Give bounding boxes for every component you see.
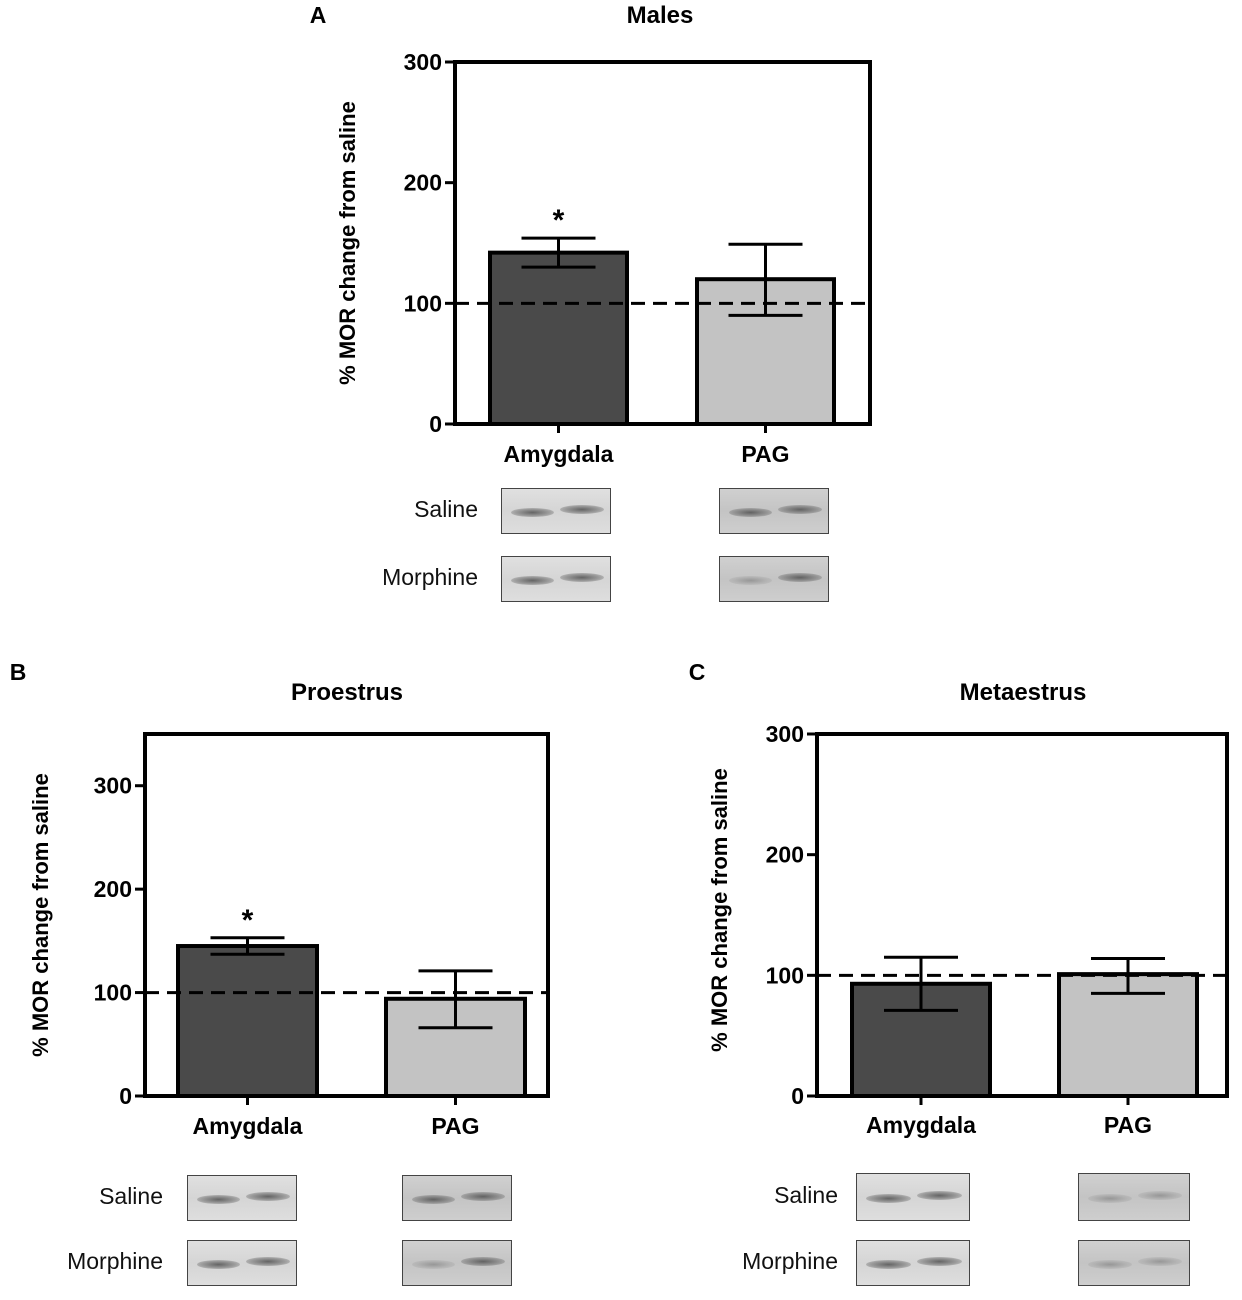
blot-band bbox=[411, 1260, 455, 1269]
y-axis-label: % MOR change from saline bbox=[335, 101, 360, 385]
panel-c: C Metaestrus % MOR change from saline 0 100 2… bbox=[689, 659, 1229, 1138]
blot-row-label: Morphine bbox=[67, 1248, 163, 1274]
blot-row-label: Saline bbox=[414, 496, 478, 522]
blot-band bbox=[196, 1195, 240, 1204]
blot-band bbox=[778, 573, 822, 582]
blot-band bbox=[196, 1260, 240, 1269]
significance-marker: * bbox=[242, 904, 254, 937]
blot-band bbox=[510, 576, 554, 585]
y-tick-label: 300 bbox=[94, 773, 132, 799]
panel-label: C bbox=[689, 659, 706, 685]
significance-marker: * bbox=[553, 204, 565, 237]
blot-band bbox=[865, 1260, 911, 1269]
blot-row-label: Saline bbox=[774, 1182, 838, 1208]
y-axis-label: % MOR change from saline bbox=[707, 768, 732, 1052]
y-tick-label: 100 bbox=[94, 980, 132, 1006]
blot-band bbox=[560, 573, 604, 582]
error-bar-amygdala bbox=[210, 936, 285, 956]
western-blot-amygdala-morphine bbox=[187, 1240, 297, 1286]
y-tick-label: 0 bbox=[429, 411, 442, 437]
blot-band bbox=[728, 576, 772, 585]
plot-frame bbox=[815, 732, 1229, 1098]
bar-amygdala bbox=[488, 250, 629, 426]
western-blot-pag-saline bbox=[719, 488, 829, 534]
blot-band bbox=[917, 1191, 963, 1200]
y-tick-label: 0 bbox=[791, 1083, 804, 1109]
bar-amygdala bbox=[176, 944, 319, 1098]
x-tick-label: Amygdala bbox=[866, 1112, 976, 1138]
y-tick-label: 100 bbox=[766, 962, 804, 988]
blot-row-label: Morphine bbox=[742, 1248, 838, 1274]
error-bar-amygdala bbox=[521, 236, 596, 269]
blot-band bbox=[1138, 1191, 1183, 1200]
blot-band bbox=[560, 505, 604, 514]
blot-band bbox=[1087, 1260, 1132, 1269]
western-blot-amygdala-morphine bbox=[856, 1240, 970, 1286]
y-tick-label: 100 bbox=[404, 290, 442, 316]
y-tick-label: 300 bbox=[766, 721, 804, 747]
panel-label: A bbox=[310, 2, 327, 28]
y-axis-label: % MOR change from saline bbox=[28, 773, 53, 1057]
blot-row-label: Morphine bbox=[382, 564, 478, 590]
blot-band bbox=[411, 1195, 455, 1204]
y-tick-label: 200 bbox=[766, 842, 804, 868]
x-tick-label: Amygdala bbox=[504, 441, 614, 467]
chart-title: Males bbox=[627, 2, 694, 29]
western-blot-pag-morphine bbox=[1078, 1240, 1190, 1286]
blot-band bbox=[917, 1257, 963, 1266]
western-blot-amygdala-saline bbox=[856, 1173, 970, 1221]
y-tick-label: 300 bbox=[404, 49, 442, 75]
blot-band bbox=[461, 1257, 505, 1266]
y-tick-label: 200 bbox=[404, 170, 442, 196]
blot-band bbox=[246, 1257, 290, 1266]
western-blot-amygdala-saline bbox=[501, 488, 611, 534]
western-blot-amygdala-morphine bbox=[501, 556, 611, 602]
error-bar-pag bbox=[418, 969, 493, 1030]
blot-band bbox=[728, 508, 772, 517]
blot-band bbox=[461, 1192, 505, 1201]
x-tick-label: PAG bbox=[431, 1113, 479, 1139]
y-tick-label: 0 bbox=[119, 1083, 132, 1109]
panel-b: B Proestrus % MOR change from saline * 0 100 2… bbox=[10, 659, 550, 1139]
x-tick-label: PAG bbox=[741, 441, 789, 467]
panel-label: B bbox=[10, 659, 27, 685]
blot-band bbox=[510, 508, 554, 517]
blot-band bbox=[1087, 1194, 1132, 1203]
blot-band bbox=[865, 1194, 911, 1203]
western-blot-pag-morphine bbox=[719, 556, 829, 602]
error-bar-amygdala bbox=[884, 955, 958, 1012]
chart-title: Proestrus bbox=[291, 679, 403, 706]
y-tick-label: 200 bbox=[94, 876, 132, 902]
x-tick-label: PAG bbox=[1104, 1112, 1152, 1138]
western-blot-pag-saline bbox=[1078, 1173, 1190, 1221]
blot-band bbox=[1138, 1257, 1183, 1266]
plot-frame bbox=[453, 60, 872, 426]
blot-band bbox=[778, 505, 822, 514]
blot-band bbox=[246, 1192, 290, 1201]
blot-row-label: Saline bbox=[99, 1183, 163, 1209]
chart-title: Metaestrus bbox=[960, 679, 1087, 706]
western-blot-pag-saline bbox=[402, 1175, 512, 1221]
western-blot-pag-morphine bbox=[402, 1240, 512, 1286]
plot-frame bbox=[143, 732, 550, 1098]
western-blot-amygdala-saline bbox=[187, 1175, 297, 1221]
panel-a: A Males % MOR change from saline * 0 100 200 30… bbox=[310, 2, 872, 467]
x-tick-label: Amygdala bbox=[193, 1113, 303, 1139]
